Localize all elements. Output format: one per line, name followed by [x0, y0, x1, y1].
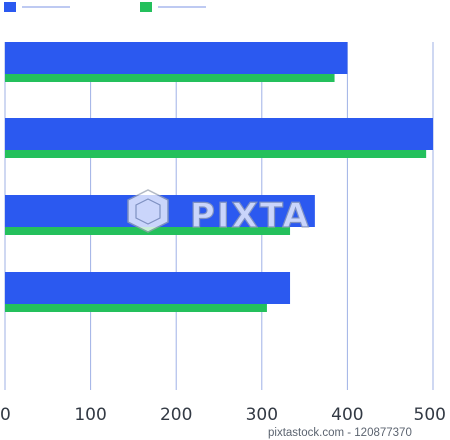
watermark-brand: PIXTA — [190, 196, 311, 236]
watermark: PIXTA pixtastock.com - 120877370 — [127, 189, 412, 439]
x-tick-label: 200 — [160, 405, 192, 425]
bar-series-2-1 — [5, 74, 335, 82]
x-tick-label: 100 — [74, 405, 106, 425]
watermark-logo-icon — [127, 189, 169, 233]
bar-series-2-2 — [5, 150, 427, 158]
x-tick-label: 500 — [414, 405, 446, 425]
legend — [4, 2, 206, 12]
x-tick-label: 400 — [331, 405, 363, 425]
bar-series-2-4 — [5, 304, 267, 312]
bar-series-1-2 — [5, 118, 433, 150]
legend-swatch-series-2 — [140, 2, 152, 12]
x-tick-label: 0 — [0, 405, 11, 425]
legend-swatch-series-1 — [4, 2, 16, 12]
x-axis-ticks: 0 100 200 300 400 500 — [0, 405, 446, 425]
x-tick-label: 300 — [246, 405, 278, 425]
bars — [5, 42, 433, 312]
bar-series-1-1 — [5, 42, 348, 74]
watermark-credit: pixtastock.com - 120877370 — [268, 427, 412, 439]
bar-series-1-4 — [5, 272, 291, 304]
